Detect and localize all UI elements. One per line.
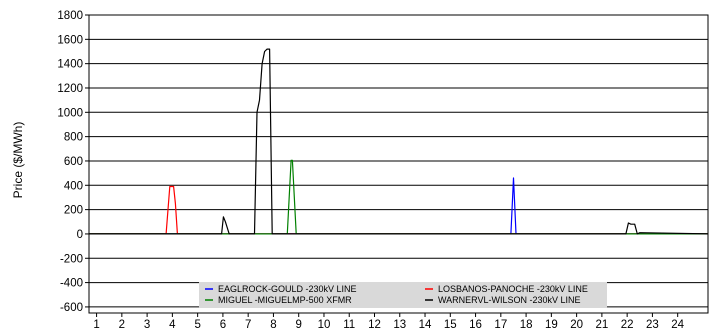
x-axis-ticks: 1 2 3 4 5 6 7 8 9 10 11 12 13 14 15 16 17 18 19 20 21 22 23 24 — [93, 313, 685, 331]
x-tick-label: 1 — [93, 319, 99, 331]
x-tick-label: 3 — [144, 319, 150, 331]
series-line-4 — [89, 48, 709, 235]
x-tick-label: 9 — [295, 319, 301, 331]
y-tick-label: -600 — [60, 302, 83, 314]
series-lines — [89, 48, 709, 235]
x-tick-label: 8 — [270, 319, 276, 331]
y-tick-label: -200 — [60, 253, 83, 265]
x-tick-label: 15 — [444, 319, 457, 331]
x-tick-label: 18 — [520, 319, 533, 331]
y-tick-label: 400 — [64, 180, 83, 192]
y-tick-label: 1200 — [57, 83, 83, 95]
x-tick-label: 12 — [368, 319, 381, 331]
x-tick-label: 13 — [393, 319, 406, 331]
legend-label: MIGUEL -MIGUELMP-500 XFMR — [218, 295, 352, 305]
y-tick-label: 1400 — [57, 59, 83, 71]
y-tick-label: 0 — [77, 229, 83, 241]
y-tick-label: 600 — [64, 156, 83, 168]
x-tick-label: 20 — [570, 319, 583, 331]
x-tick-label: 19 — [545, 319, 558, 331]
plot-area — [88, 14, 709, 314]
y-tick-label: 1800 — [57, 10, 83, 22]
x-tick-label: 5 — [194, 319, 200, 331]
x-tick-label: 7 — [245, 319, 251, 331]
x-tick-label: 11 — [343, 319, 355, 331]
legend-label: LOSBANOS-PANOCHE -230kV LINE — [438, 284, 588, 294]
x-tick-label: 2 — [119, 319, 125, 331]
x-tick-label: 14 — [419, 319, 432, 331]
x-tick-label: 16 — [469, 319, 482, 331]
y-tick-label: -400 — [60, 278, 83, 290]
x-tick-label: 22 — [621, 319, 634, 331]
x-tick-label: 4 — [169, 319, 176, 331]
y-axis-ticks: 1800 1600 1400 1200 1000 800 600 400 200 0 -200 -40… — [57, 10, 89, 314]
y-tick-label: 1600 — [57, 34, 83, 46]
legend: EAGLROCK-GOULD -230kV LINE LOSBANOS-PANOC… — [199, 282, 607, 308]
legend-label: EAGLROCK-GOULD -230kV LINE — [218, 284, 357, 294]
x-tick-label: 24 — [671, 319, 684, 331]
x-tick-label: 17 — [494, 319, 507, 331]
y-axis-title: Price ($/MWh) — [11, 122, 25, 199]
x-tick-label: 23 — [646, 319, 659, 331]
y-tick-label: 1000 — [57, 107, 83, 119]
legend-label: WARNERVL-WILSON -230kV LINE — [438, 295, 581, 305]
legend-box — [199, 282, 607, 308]
x-tick-label: 21 — [595, 319, 608, 331]
y-tick-label: 800 — [64, 132, 83, 144]
y-tick-label: 200 — [64, 205, 83, 217]
x-tick-label: 6 — [220, 319, 226, 331]
x-tick-label: 10 — [318, 319, 331, 331]
